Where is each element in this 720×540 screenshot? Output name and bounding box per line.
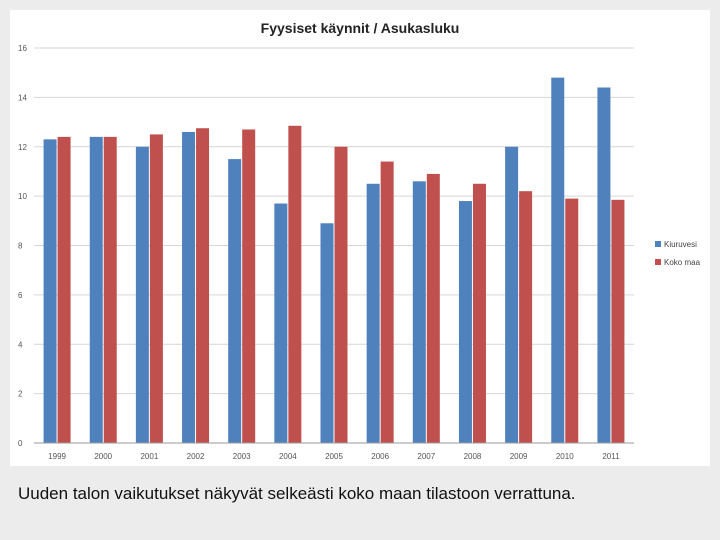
bar-koko-maa (103, 136, 117, 443)
legend-swatch (655, 241, 661, 247)
bar-chart: Fyysiset käynnit / Asukasluku 0 2 4 6 8 10 12 1… (18, 20, 701, 461)
bar-kiuruvesi (551, 77, 565, 443)
bar-kiuruvesi (412, 181, 426, 443)
x-tick-label: 2003 (233, 452, 251, 461)
legend-swatch (655, 259, 661, 265)
caption-text: Uuden talon vaikutukset näkyvät selkeäst… (18, 484, 576, 503)
bar-kiuruvesi (43, 139, 57, 443)
bar-kiuruvesi (135, 146, 149, 443)
x-tick-label: 2005 (325, 452, 343, 461)
x-tick-label: 2011 (602, 452, 620, 461)
bar-koko-maa (472, 183, 486, 443)
bar-kiuruvesi (182, 131, 196, 443)
y-tick-label: 10 (18, 192, 27, 201)
x-tick-label: 2001 (140, 452, 158, 461)
x-tick-label: 2007 (417, 452, 435, 461)
bar-kiuruvesi (597, 87, 611, 443)
legend-label: Kiuruvesi (664, 240, 697, 249)
bar-kiuruvesi (89, 136, 103, 443)
x-tick-label: 2002 (187, 452, 205, 461)
bar-koko-maa (334, 146, 348, 443)
y-tick-label: 4 (18, 340, 23, 349)
bar-koko-maa (288, 125, 302, 443)
bar-kiuruvesi (320, 223, 334, 443)
legend-label: Koko maa (664, 258, 701, 267)
legend: Kiuruvesi Koko maa (655, 240, 701, 267)
bar-koko-maa (242, 129, 256, 443)
x-tick-label: 2004 (279, 452, 297, 461)
bar-koko-maa (149, 134, 163, 443)
y-tick-label: 6 (18, 291, 23, 300)
bar-koko-maa (611, 199, 625, 443)
chart-title: Fyysiset käynnit / Asukasluku (261, 20, 460, 36)
x-tick-label: 2009 (510, 452, 528, 461)
bar-kiuruvesi (228, 159, 242, 443)
x-tick-label: 2010 (556, 452, 574, 461)
bars (43, 77, 625, 443)
chart-panel: Fyysiset käynnit / Asukasluku 0 2 4 6 8 10 12 1… (10, 10, 710, 466)
bar-koko-maa (519, 191, 533, 443)
y-tick-label: 12 (18, 143, 27, 152)
y-axis: 0 2 4 6 8 10 12 14 16 (18, 44, 27, 448)
bar-koko-maa (565, 198, 579, 443)
bar-kiuruvesi (505, 146, 519, 443)
y-tick-label: 16 (18, 44, 27, 53)
y-tick-label: 8 (18, 242, 23, 251)
bar-koko-maa (380, 161, 394, 443)
y-tick-label: 14 (18, 93, 27, 102)
bar-koko-maa (196, 128, 210, 443)
y-tick-label: 0 (18, 439, 23, 448)
x-axis: 1999 2000 2001 2002 2003 2004 2005 2006 2007 2008… (34, 442, 634, 461)
bar-kiuruvesi (366, 183, 380, 443)
bar-koko-maa (426, 173, 440, 443)
bar-kiuruvesi (458, 201, 472, 443)
bar-kiuruvesi (274, 203, 288, 443)
x-tick-label: 2008 (464, 452, 482, 461)
y-tick-label: 2 (18, 390, 23, 399)
bar-koko-maa (57, 136, 71, 443)
x-tick-label: 2006 (371, 452, 389, 461)
x-tick-label: 1999 (48, 452, 66, 461)
grid-lines (34, 47, 634, 444)
x-tick-label: 2000 (94, 452, 112, 461)
